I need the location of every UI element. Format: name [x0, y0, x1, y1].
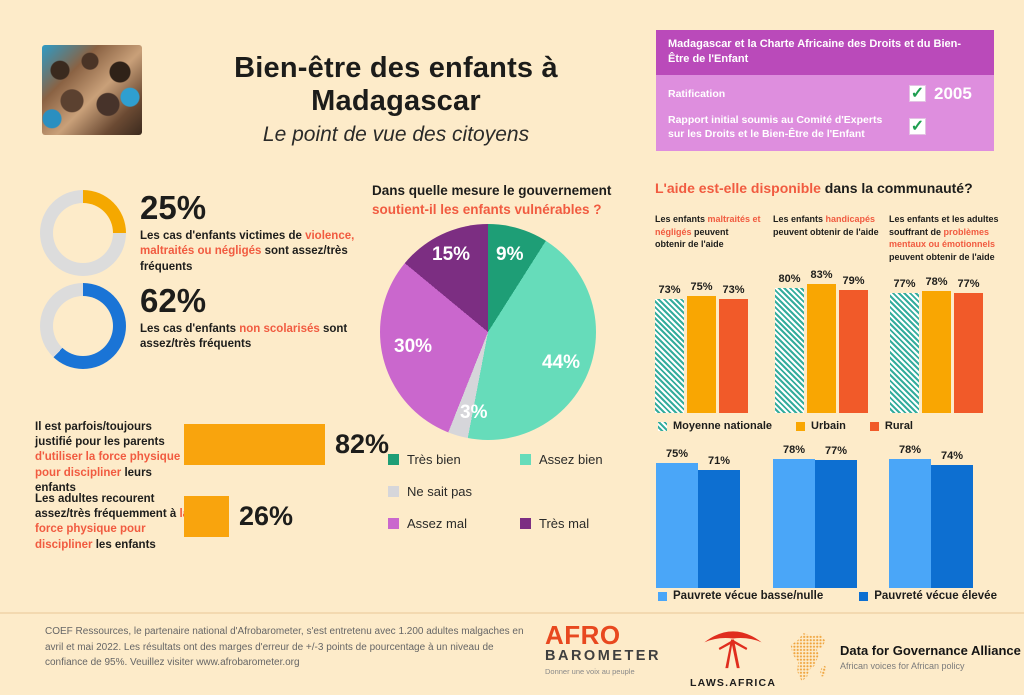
bar-rural: 77%	[954, 278, 983, 413]
bar-moyenne-nationale: 77%	[890, 278, 919, 413]
aid-bar-group-handicapes: 80% 83% 79%	[775, 269, 868, 413]
legend-swatch	[388, 486, 399, 497]
charter-row-label: Rapport initial soumis au Comité d'Exper…	[668, 113, 883, 140]
legend-item-rural: Rural	[869, 420, 913, 432]
statement-label-justification: Il est parfois/toujours justifié pour le…	[35, 421, 181, 494]
pie-slice-label-assez-mal: 30%	[394, 336, 433, 357]
donut-description: Les cas d'enfants non scolarisés sont as…	[140, 323, 348, 351]
donut-description: Les cas d'enfants victimes de violence, …	[140, 230, 355, 273]
bar-rural: 79%	[839, 275, 868, 413]
statement-label-recours: Les adultes recourent assez/très fréquem…	[35, 493, 189, 551]
bar-rural: 73%	[719, 284, 748, 413]
aid-group-label-maltraites: Les enfants maltraités et négligés peuve…	[655, 214, 761, 250]
poverty-bar-group-1: 75% 71%	[656, 448, 740, 588]
legend-swatch	[388, 454, 399, 465]
poverty-legend: Pauvrete vécue basse/nulle Pauvreté vécu…	[658, 590, 997, 602]
aid-legend: Moyenne nationale Urbain Rural	[658, 420, 913, 432]
charter-box-body: Ratification ✓ 2005 Rapport initial soum…	[656, 74, 994, 152]
bar-urbain: 75%	[687, 281, 716, 413]
donut-value: 25%	[140, 189, 207, 226]
pie-slice-label-tres-mal: 15%	[432, 244, 471, 265]
legend-item-pauvrete-elevee: Pauvreté vécue élevée	[859, 590, 997, 602]
bar-moyenne-nationale: 80%	[775, 273, 804, 413]
legend-item-assez-mal: Assez mal	[388, 516, 520, 531]
charter-row-label: Ratification	[668, 87, 726, 100]
bar-pauvrete-elevee: 71%	[698, 455, 740, 588]
bar-pauvrete-elevee: 77%	[815, 445, 857, 588]
page-title: Bien-être des enfants à Madagascar	[234, 52, 558, 117]
statement-bar	[184, 496, 229, 537]
legend-swatch	[388, 518, 399, 529]
donut-scolarisation: 62% Les cas d'enfants non scolarisés son…	[40, 282, 355, 369]
bar-pauvrete-basse: 78%	[773, 444, 815, 588]
charter-row-ratification: Ratification ✓ 2005	[668, 84, 982, 104]
bar-urbain: 83%	[807, 269, 836, 413]
acacia-tree-icon	[704, 631, 762, 669]
checkbox-checked-icon: ✓	[909, 84, 926, 103]
donut-value: 62%	[140, 282, 207, 319]
aid-bar-group-problemes-mentaux: 77% 78% 77%	[890, 276, 983, 413]
bar-moyenne-nationale: 73%	[655, 284, 684, 413]
legend-item-moyenne-nationale: Moyenne nationale	[658, 420, 772, 432]
data-for-governance-alliance-logo: Data for Governance Alliance African voi…	[786, 632, 1021, 682]
legend-swatch	[859, 591, 869, 601]
legend-item-tres-bien: Très bien	[388, 452, 520, 467]
legend-item-urbain: Urbain	[796, 420, 846, 432]
afrobarometer-logo: AFRO BAROMETER Donner une voix au peuple	[545, 620, 661, 677]
children-photo	[42, 45, 142, 135]
pie-slice-label-assez-bien: 44%	[542, 352, 581, 373]
legend-swatch	[796, 421, 806, 431]
aid-group-label-handicapes: Les enfants handicapés peuvent obtenir d…	[773, 214, 879, 237]
statement-bar-value: 26%	[239, 501, 294, 531]
legend-item-ne-sait-pas: Ne sait pas	[388, 484, 520, 499]
legend-swatch	[658, 421, 667, 431]
aid-bar-group-maltraites: 73% 75% 73%	[655, 277, 748, 413]
aid-group-label-problemes-mentaux: Les enfants et les adultes souffrant de …	[889, 214, 999, 262]
statement-bar-value: 82%	[335, 429, 390, 459]
donut-chart-violence	[40, 190, 126, 276]
legend-swatch	[658, 591, 667, 601]
pie-slice-label-ne-sait-pas: 3%	[460, 402, 488, 423]
bar-pauvrete-basse: 78%	[889, 444, 931, 588]
charter-row-rapport: Rapport initial soumis au Comité d'Exper…	[668, 113, 982, 141]
pie-chart-title: Dans quelle mesure le gouvernement souti…	[372, 183, 612, 217]
header: Bien-être des enfants à Madagascar Le po…	[150, 52, 642, 147]
bar-urbain: 78%	[922, 276, 951, 413]
page-subtitle: Le point de vue des citoyens	[262, 123, 530, 146]
statement-bar-row: 82%	[184, 424, 389, 465]
charter-box: Madagascar et la Charte Africaine des Dr…	[656, 30, 994, 152]
statement-bar-row: 26%	[184, 496, 293, 537]
legend-swatch	[520, 518, 531, 529]
legend-item-assez-bien: Assez bien	[520, 452, 652, 467]
donut-chart-scolarisation	[40, 283, 126, 369]
checkbox-checked-icon: ✓	[909, 117, 926, 136]
poverty-bar-group-2: 78% 77%	[773, 444, 857, 588]
methodology-note: COEF Ressources, le partenaire national …	[45, 626, 524, 668]
pie-legend: Très bien Assez bien Ne sait pas Assez m…	[388, 452, 652, 531]
bar-pauvrete-elevee: 74%	[931, 450, 973, 588]
aid-section-title: L'aide est-elle disponible dans la commu…	[655, 180, 973, 196]
charter-row-value: 2005	[934, 83, 972, 103]
statement-bar	[184, 424, 325, 465]
legend-swatch	[869, 421, 879, 431]
donut-violence: 25% Les cas d'enfants victimes de violen…	[40, 189, 355, 276]
afrobarometer-wordmark: AFRO	[545, 620, 621, 650]
pie-slice-label-tres-bien: 9%	[496, 244, 524, 265]
legend-item-pauvrete-basse: Pauvrete vécue basse/nulle	[658, 590, 823, 602]
legend-swatch	[520, 454, 531, 465]
charter-box-title: Madagascar et la Charte Africaine des Dr…	[656, 30, 994, 75]
pie-chart-government-support: 9% 44% 3% 30% 15%	[380, 224, 596, 440]
laws-africa-logo: LAWS.AFRICA	[690, 628, 776, 689]
footer: COEF Ressources, le partenaire national …	[0, 612, 1024, 695]
poverty-bar-group-3: 78% 74%	[889, 444, 973, 588]
bar-pauvrete-basse: 75%	[656, 448, 698, 588]
africa-dots-icon	[790, 633, 827, 681]
legend-item-tres-mal: Très mal	[520, 516, 652, 531]
